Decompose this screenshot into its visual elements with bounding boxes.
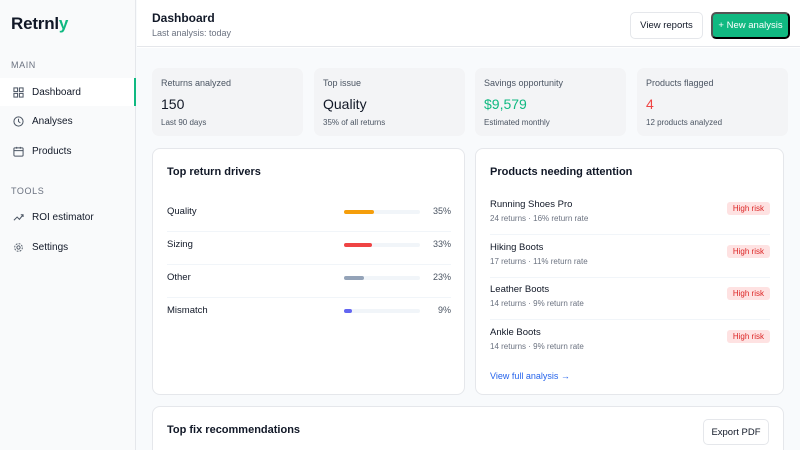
sidebar-item-analyses[interactable]: Analyses [0,107,136,135]
stat-sub: 35% of all returns [323,118,386,127]
product-row[interactable]: Hiking Boots 17 returns · 11% return rate… [490,236,770,278]
app-logo[interactable]: Retrnly [11,14,69,33]
driver-bar-fill [344,210,374,214]
stat-label: Top issue [323,78,362,88]
product-row[interactable]: Running Shoes Pro 24 returns · 16% return… [490,193,770,235]
product-meta: 14 returns · 9% return rate [490,299,584,308]
driver-name: Mismatch [167,305,208,316]
product-name: Running Shoes Pro [490,199,573,210]
dashboard-grid-icon [11,85,25,99]
sidebar-item-settings[interactable]: Settings [0,233,136,261]
driver-bar-track [344,309,420,313]
page-header: Dashboard Last analysis: today View repo… [137,0,800,47]
page-subtitle: Last analysis: today [152,28,232,38]
stat-label: Products flagged [646,78,714,88]
top-return-drivers-panel: Top return drivers Quality 35% Sizing 33% Ot… [152,148,465,395]
dashboard-content: Returns analyzed 150 Last 90 days Top issue… [137,48,800,450]
driver-bar-fill [344,243,373,247]
sidebar-item-label: Analyses [32,115,73,127]
calendar-icon [11,144,25,158]
new-analysis-button[interactable]: + New analysis [711,12,790,39]
sidebar: Retrnly MAIN Dashboard Analyses Products… [0,0,136,450]
driver-percent: 9% [437,305,451,315]
page-title: Dashboard [152,11,215,25]
stat-label: Savings opportunity [484,78,564,88]
product-name: Leather Boots [490,284,550,295]
sidebar-item-label: Dashboard [32,86,81,98]
gear-icon [11,240,25,254]
product-name: Ankle Boots [490,326,541,338]
driver-row: Mismatch 9% [167,298,451,331]
sidebar-item-label: Settings [32,241,69,253]
sidebar-section-tools: TOOLS [11,186,45,196]
sidebar-item-dashboard[interactable]: Dashboard [0,78,136,106]
driver-percent: 33% [432,239,451,249]
driver-percent: 23% [432,272,451,282]
driver-name: Sizing [167,239,193,250]
sidebar-item-label: Products [32,145,72,157]
panel-title: Top return drivers [167,166,261,178]
stat-sub: Last 90 days [161,118,207,127]
driver-bar-track [344,243,420,247]
stat-card: Returns analyzed 150 Last 90 days [152,68,303,136]
driver-row: Sizing 33% [167,232,451,265]
trend-icon [11,210,25,224]
stat-sub: 12 products analyzed [646,118,723,127]
driver-bar-track [344,276,420,280]
driver-bar-track [344,210,420,214]
driver-name: Quality [167,206,197,217]
panel-title: Top fix recommendations [167,424,301,436]
sidebar-item-roi-estimator[interactable]: ROI estimator [0,203,136,231]
driver-percent: 35% [432,206,451,216]
panel-title: Products needing attention [490,166,633,178]
stat-value: $9,579 [484,96,527,112]
risk-badge: High risk [726,244,770,258]
sidebar-item-products[interactable]: Products [0,137,136,165]
driver-row: Other 23% [167,265,451,298]
product-row[interactable]: Leather Boots 14 returns · 9% return rate… [490,278,770,320]
risk-badge: High risk [726,329,770,343]
driver-row: Quality 35% [167,199,451,232]
stat-sub: Estimated monthly [484,118,550,127]
sidebar-item-label: ROI estimator [32,211,94,223]
product-name: Hiking Boots [490,241,544,253]
driver-bar-fill [344,276,364,280]
main-area: Dashboard Last analysis: today View repo… [137,0,800,450]
product-meta: 14 returns · 9% return rate [490,341,584,351]
product-meta: 17 returns · 11% return rate [490,256,588,266]
sidebar-section-main: MAIN [11,60,36,70]
stat-label: Returns analyzed [161,78,232,88]
stat-value: Quality [323,96,367,112]
stat-value: 150 [161,96,185,112]
product-row[interactable]: Ankle Boots 14 returns · 9% return rate Hi… [490,321,770,363]
products-attention-panel: Products needing attention Running Shoes… [475,148,784,395]
product-meta: 24 returns · 16% return rate [490,214,589,223]
clock-icon [11,114,25,128]
view-full-analysis-link[interactable]: View full analysis → [490,371,570,381]
export-pdf-button[interactable]: Export PDF [703,419,769,445]
recommendations-panel: Top fix recommendations Export PDF [152,406,784,450]
stat-card: Products flagged 4 12 products analyzed [637,68,788,136]
stat-card: Savings opportunity $9,579 Estimated month… [475,68,626,136]
driver-name: Other [167,272,191,283]
view-reports-button[interactable]: View reports [630,12,703,39]
stat-value: 4 [646,96,654,112]
driver-bar-fill [344,309,352,313]
risk-badge: High risk [726,202,770,215]
stat-card: Top issue Quality 35% of all returns [314,68,465,136]
risk-badge: High risk [726,287,770,300]
